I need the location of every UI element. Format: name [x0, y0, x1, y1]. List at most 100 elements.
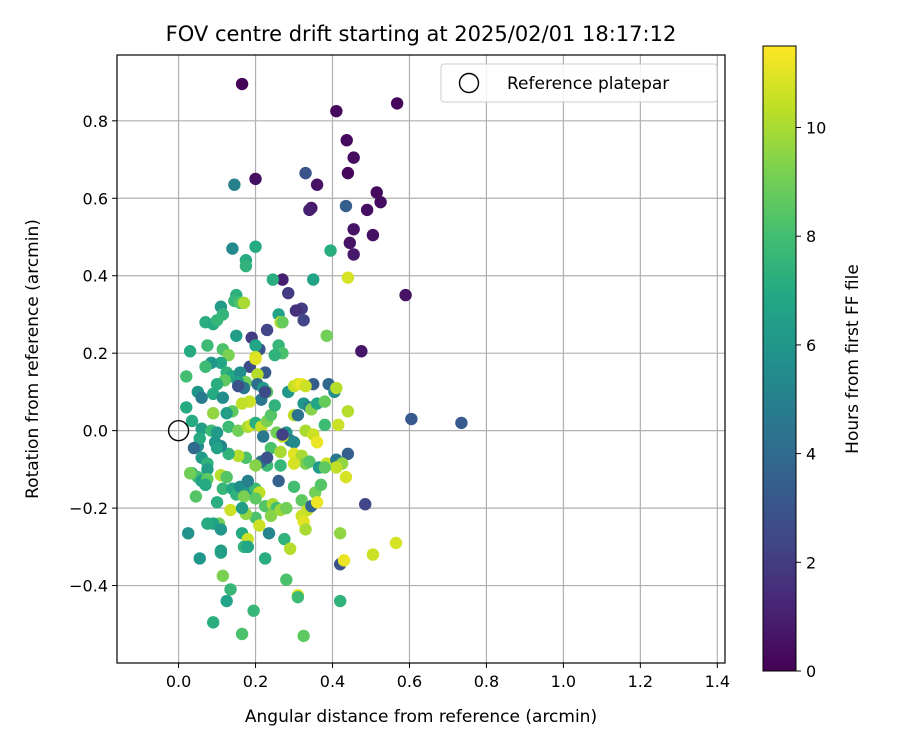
scatter-point	[280, 501, 293, 515]
chart-title: FOV centre drift starting at 2025/02/01 …	[166, 22, 677, 46]
scatter-point	[226, 242, 239, 255]
scatter-point	[230, 329, 243, 342]
scatter-point	[224, 583, 237, 596]
x-tick-label: 1.0	[551, 672, 576, 691]
scatter-point	[210, 441, 224, 455]
scatter-point	[341, 447, 355, 461]
scatter-point	[249, 352, 262, 366]
scatter-point	[299, 523, 312, 536]
x-axis-label: Angular distance from reference (arcmin)	[245, 707, 597, 727]
scatter-point	[310, 496, 324, 509]
scatter-point	[355, 345, 368, 358]
scatter-point	[214, 356, 228, 370]
scatter-point	[340, 133, 353, 147]
y-ticks: −0.4 −0.2 0.0 0.2 0.4 0.6 0.8	[69, 112, 117, 596]
scatter-point	[274, 459, 287, 472]
scatter-point	[303, 455, 316, 468]
scatter-point	[291, 590, 305, 604]
x-tick-label: 0.0	[166, 672, 191, 691]
scatter-point	[330, 104, 343, 118]
scatter-point	[287, 457, 301, 470]
scatter-point	[232, 449, 245, 463]
scatter-point	[220, 594, 233, 608]
scatter-point	[360, 203, 374, 217]
scatter-point	[195, 422, 208, 435]
y-tick-label: 0.6	[83, 189, 108, 208]
scatter-point	[241, 474, 255, 488]
colorbar-label: Hours from first FF file	[843, 264, 863, 454]
scatter-point	[258, 385, 272, 399]
colorbar-ticks: 0 2 4 6 8 10	[796, 119, 826, 681]
scatter-point	[324, 244, 337, 257]
scatter-point	[235, 397, 249, 410]
legend-marker-icon	[458, 72, 480, 94]
scatter-point	[366, 548, 380, 561]
y-axis-label: Rotation from reference (arcmin)	[23, 219, 43, 499]
scatter-point	[249, 172, 262, 186]
scatter-point	[199, 478, 212, 492]
scatter-point	[341, 166, 355, 180]
scatter-point	[295, 494, 308, 507]
scatter-point	[347, 223, 360, 236]
x-tick-label: 0.4	[320, 672, 345, 691]
legend-entry-label: Reference platepar	[507, 74, 669, 94]
scatter-point	[264, 509, 278, 523]
scatter-point	[207, 387, 220, 401]
scatter-point	[210, 377, 224, 391]
colorbar-tick-label: 6	[806, 336, 816, 355]
colorbar-tick-label: 8	[806, 227, 816, 246]
scatter-point	[249, 339, 262, 352]
scatter-point	[337, 554, 351, 567]
scatter-point	[189, 490, 203, 503]
scatter-point	[262, 527, 276, 540]
scatter-point	[318, 395, 331, 408]
scatter-point	[235, 77, 249, 91]
scatter-point	[282, 286, 295, 300]
scatter-point	[370, 186, 383, 199]
scatter-point	[268, 399, 281, 412]
scatter-point	[339, 470, 353, 484]
scatter-point	[287, 480, 301, 493]
colorbar-tick-label: 4	[806, 445, 816, 464]
scatter-point	[455, 416, 468, 430]
scatter-point	[310, 436, 324, 449]
plot-frame	[116, 54, 726, 664]
scatter-point	[264, 441, 278, 455]
scatter-point	[283, 542, 297, 555]
scatter-point	[228, 178, 241, 191]
scatter-point	[235, 501, 249, 515]
scatter-points	[180, 77, 468, 643]
scatter-point	[193, 552, 206, 565]
scatter-point	[253, 519, 266, 532]
scatter-point	[299, 166, 312, 180]
scatter-point	[181, 527, 195, 540]
y-tick-label: −0.2	[69, 499, 108, 518]
scatter-point	[251, 368, 264, 381]
scatter-point	[291, 408, 305, 422]
colorbar-gradient	[762, 45, 797, 672]
scatter-point	[303, 203, 316, 217]
reference-platepar-marker	[167, 419, 190, 442]
scatter-point	[222, 348, 235, 362]
scatter-point	[220, 407, 233, 420]
scatter-point	[341, 405, 355, 418]
scatter-point	[389, 536, 403, 550]
x-tick-label: 0.8	[474, 672, 499, 691]
scatter-point	[224, 503, 237, 517]
y-tick-label: −0.4	[69, 577, 108, 596]
y-tick-label: 0.8	[83, 112, 108, 131]
scatter-point	[333, 594, 347, 608]
scatter-point	[278, 532, 291, 546]
scatter-point	[222, 420, 235, 433]
scatter-point	[222, 447, 235, 461]
scatter-point	[185, 414, 199, 428]
scatter-point	[374, 195, 387, 209]
scatter-point	[299, 379, 312, 393]
scatter-point	[258, 552, 272, 565]
scatter-point	[257, 430, 270, 443]
scatter-point	[341, 271, 355, 284]
colorbar-tick-label: 2	[806, 553, 816, 572]
scatter-point	[333, 527, 347, 540]
scatter-point	[216, 569, 230, 583]
